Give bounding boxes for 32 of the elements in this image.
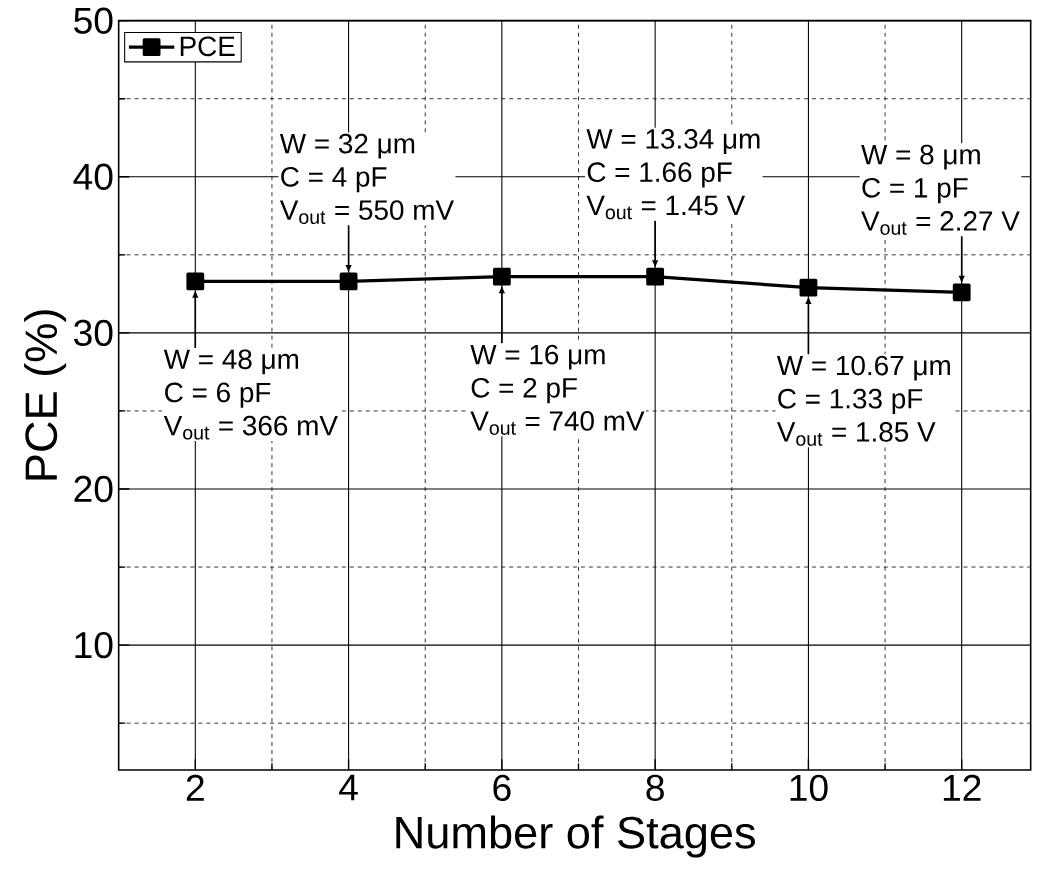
- y-tick-label: 10: [75, 631, 113, 659]
- annotation: C = 1 pF: [862, 177, 968, 204]
- annotation: V$_{out}$ = 2.27 V: [861, 211, 1020, 235]
- annotation: W = 48 μm: [163, 349, 299, 375]
- y-tick-label: 50: [74, 7, 113, 34]
- annotation: W = 8 μm: [861, 144, 980, 170]
- x-tick-label: 6: [493, 774, 511, 802]
- annotation: W = 32 μm: [279, 133, 415, 159]
- annotation: V$_{out}$ = 1.85 V: [776, 422, 936, 446]
- legend-label: PCE: [180, 36, 235, 57]
- x-axis-title: Number of Stages: [396, 815, 755, 858]
- annotation: C = 2 pF: [471, 377, 577, 404]
- y-tick-label: 30: [74, 319, 113, 347]
- annotation: V$_{out}$ = 740 mV: [470, 411, 645, 435]
- annotation: C = 4 pF: [281, 166, 387, 193]
- x-tick-label: 2: [186, 774, 204, 801]
- y-tick-label: 20: [74, 475, 113, 503]
- annotation: C = 6 pF: [165, 382, 271, 408]
- annotation: W = 10.67 μm: [776, 355, 950, 381]
- x-tick-label: 12: [943, 774, 981, 801]
- annotation: W = 16 μm: [470, 344, 605, 370]
- annotation: V$_{out}$ = 1.45 V: [586, 195, 746, 220]
- annotation: V$_{out}$ = 550 mV: [279, 200, 454, 224]
- annotation: V$_{out}$ = 366 mV: [163, 415, 338, 440]
- annotation: C = 1.66 pF: [587, 162, 732, 188]
- x-tick-label: 10: [790, 774, 828, 802]
- y-axis-title: PCE (%): [24, 310, 67, 480]
- x-tick-label: 8: [646, 774, 664, 802]
- annotation: W = 13.34 μm: [586, 129, 760, 154]
- x-tick-label: 4: [339, 774, 358, 801]
- y-tick-label: 40: [73, 163, 113, 190]
- annotation: C = 1.33 pF: [778, 388, 923, 415]
